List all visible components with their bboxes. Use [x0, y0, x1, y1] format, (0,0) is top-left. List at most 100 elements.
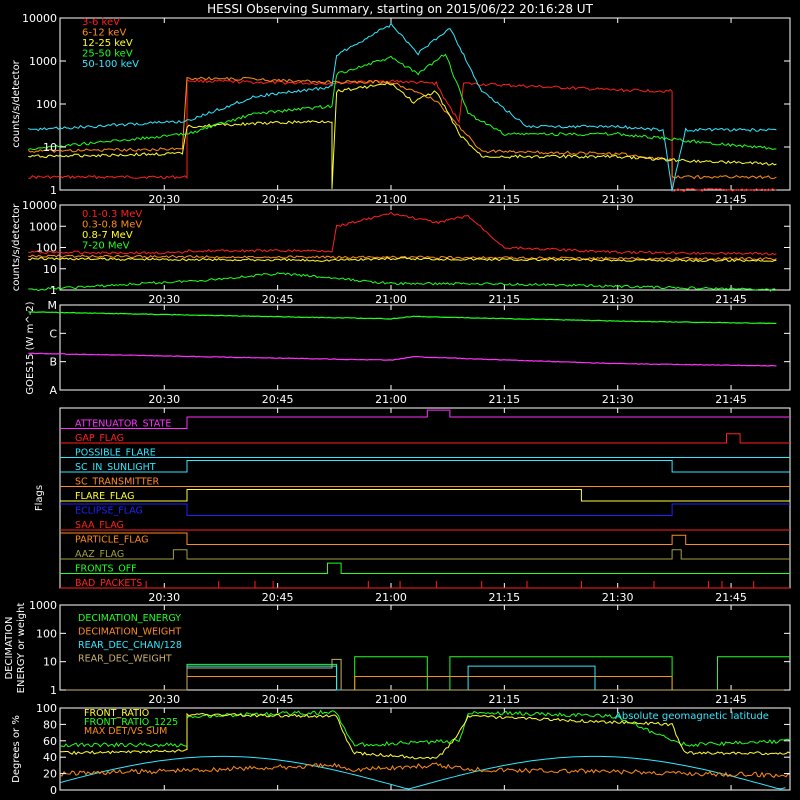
legend-latitude: Absolute geomagnetic latitude — [615, 711, 769, 722]
decimation-time-label: 21:00 — [375, 693, 407, 706]
mev-ytick-label: 10000 — [22, 199, 57, 212]
mev-line-7-20 MeV — [28, 272, 777, 292]
ratio-line-front — [60, 712, 791, 760]
goes-frame — [59, 304, 791, 391]
decimation-line-REAR_DEC_WEIGHT — [60, 658, 790, 691]
lightcurves-time-label: 21:45 — [715, 193, 747, 206]
flag-line-PARTICLE_FLAG — [60, 532, 790, 545]
flag-label-FRONTS_OFF: FRONTS_OFF — [75, 564, 137, 575]
mev-ytick-label: 1000 — [29, 220, 57, 233]
decimation-ytick-label: 1 — [50, 684, 57, 697]
decimation-ytick-label: 10 — [43, 656, 57, 669]
flag-label-SAA_FLAG: SAA_FLAG — [75, 520, 124, 531]
legend-DECIMATION_WEIGHT: DECIMATION_WEIGHT — [78, 627, 181, 638]
flag-line-GAP_FLAG — [60, 433, 790, 444]
lightcurves-ytick-label: 10000 — [22, 12, 57, 25]
lightcurves-ytick-label: 10 — [43, 141, 57, 154]
ratios-ytick-label: 20 — [43, 768, 57, 781]
mev-ytick-label: 10 — [43, 263, 57, 276]
flag-label-POSSIBLE_FLARE: POSSIBLE_FLARE — [75, 448, 156, 459]
flag-line-FLARE_FLAG — [60, 489, 790, 502]
legend-DECIMATION_ENERGY: DECIMATION_ENERGY — [78, 613, 181, 624]
flag-label-PARTICLE_FLAG: PARTICLE_FLAG — [75, 535, 148, 546]
goes-time-label: 21:00 — [375, 393, 407, 406]
lightcurves-time-label: 21:15 — [488, 193, 520, 206]
lightcurve-line-25-50 keV — [28, 53, 777, 151]
goes-ytick-label: C — [49, 327, 57, 340]
legend-REAR_DEC_WEIGHT: REAR_DEC_WEIGHT — [78, 654, 172, 665]
flag-line-ECLIPSE_FLAG — [60, 503, 790, 516]
flags-time-label: 21:30 — [602, 591, 634, 604]
goes-time-label: 20:45 — [262, 393, 294, 406]
goes-time-label: 21:30 — [602, 393, 634, 406]
mev-ytick-label: 100 — [36, 242, 57, 255]
mev-time-label: 20:45 — [262, 293, 294, 306]
decimation-time-label: 20:45 — [262, 693, 294, 706]
flag-label-SC_IN_SUNLIGHT: SC_IN_SUNLIGHT — [75, 462, 156, 473]
goes-ytick-label: M — [48, 299, 58, 312]
flag-label-FLARE_FLAG: FLARE_FLAG — [75, 491, 135, 502]
ratios-ytick-label: 0 — [50, 784, 57, 797]
flag-label-BAD_PACKETS: BAD_PACKETS — [75, 578, 142, 589]
lightcurves-ytick-label: 1000 — [29, 55, 57, 68]
lightcurve-line-50-100 keV — [28, 22, 777, 192]
ratios-ytick-label: 60 — [43, 735, 57, 748]
mev-time-label: 20:30 — [148, 293, 180, 306]
flags-time-label: 21:00 — [375, 591, 407, 604]
decimation-time-label: 21:45 — [715, 693, 747, 706]
flag-label-SC_TRANSMITTER: SC_TRANSMITTER — [75, 477, 160, 488]
ratio-line-latitude — [59, 755, 786, 790]
lightcurves-time-label: 21:00 — [375, 193, 407, 206]
goes-time-label: 21:15 — [488, 393, 520, 406]
lightcurves-ytick-label: 100 — [36, 98, 57, 111]
legend-12-25 keV: 12-25 keV — [82, 38, 133, 49]
legend-50-100 keV: 50-100 keV — [82, 59, 139, 70]
decimation-line-DECIMATION_WEIGHT — [60, 676, 790, 691]
lightcurves-time-label: 20:30 — [148, 193, 180, 206]
flag-label-GAP_FLAG: GAP_FLAG — [75, 433, 124, 444]
decimation-ytick-label: 1000 — [29, 599, 57, 612]
flag-line-ATTENUATOR_STATE — [60, 409, 790, 429]
lightcurve-line-3-6 keV — [28, 78, 777, 193]
ratio-line-maxdet — [59, 762, 791, 779]
legend-0.1-0.3 MeV: 0.1-0.3 MeV — [82, 209, 142, 220]
mev-time-label: 21:15 — [488, 293, 520, 306]
decimation-ylabel: ENERGY or weight — [16, 603, 27, 694]
legend-MAX DET/VS SUM: MAX DET/VS SUM — [84, 726, 167, 737]
mev-time-label: 21:30 — [602, 293, 634, 306]
lightcurve-line-12-25 keV — [28, 81, 777, 189]
ratios-ytick-label: 80 — [43, 718, 57, 731]
goes-ylabel: GOES15 (W m^-2) — [25, 301, 36, 394]
decimation-time-label: 21:30 — [602, 693, 634, 706]
decimation-ylabel: DECIMATION — [4, 616, 15, 679]
flag-label-AAZ_FLAG: AAZ_FLAG — [75, 549, 124, 560]
lightcurves-time-label: 20:45 — [262, 193, 294, 206]
legend-FRONT_RATIO_1225: FRONT_RATIO_1225 — [84, 717, 178, 728]
flags-time-label: 21:15 — [488, 591, 520, 604]
flags-frame — [59, 407, 791, 589]
ratios-ylabel: Degrees or % — [11, 715, 22, 783]
figure-title: HESSI Observing Summary, starting on 201… — [207, 2, 593, 16]
lightcurves-frame — [59, 17, 791, 191]
lightcurves-ylabel: counts/s/detector — [11, 59, 22, 147]
decimation-time-label: 20:30 — [148, 693, 180, 706]
goes-line-GOES long — [28, 311, 777, 325]
decimation-time-label: 21:15 — [488, 693, 520, 706]
mev-line-0.8-7 MeV — [28, 256, 777, 263]
goes-ytick-label: B — [49, 356, 57, 369]
goes-ytick-label: A — [49, 384, 57, 397]
lightcurves-time-label: 21:30 — [602, 193, 634, 206]
legend-REAR_DEC_CHAN/128: REAR_DEC_CHAN/128 — [78, 640, 182, 651]
ratios-frame — [59, 707, 791, 791]
mev-line-0.3-0.8 MeV — [28, 254, 777, 261]
goes-time-label: 20:30 — [148, 393, 180, 406]
mev-ytick-label: 1 — [50, 284, 57, 297]
flags-time-label: 20:45 — [262, 591, 294, 604]
mev-line-0.1-0.3 MeV — [28, 211, 777, 256]
mev-frame — [59, 204, 791, 291]
legend-0.8-7 MeV: 0.8-7 MeV — [82, 230, 133, 241]
ratios-ytick-label: 40 — [43, 751, 57, 764]
goes-time-label: 21:45 — [715, 393, 747, 406]
